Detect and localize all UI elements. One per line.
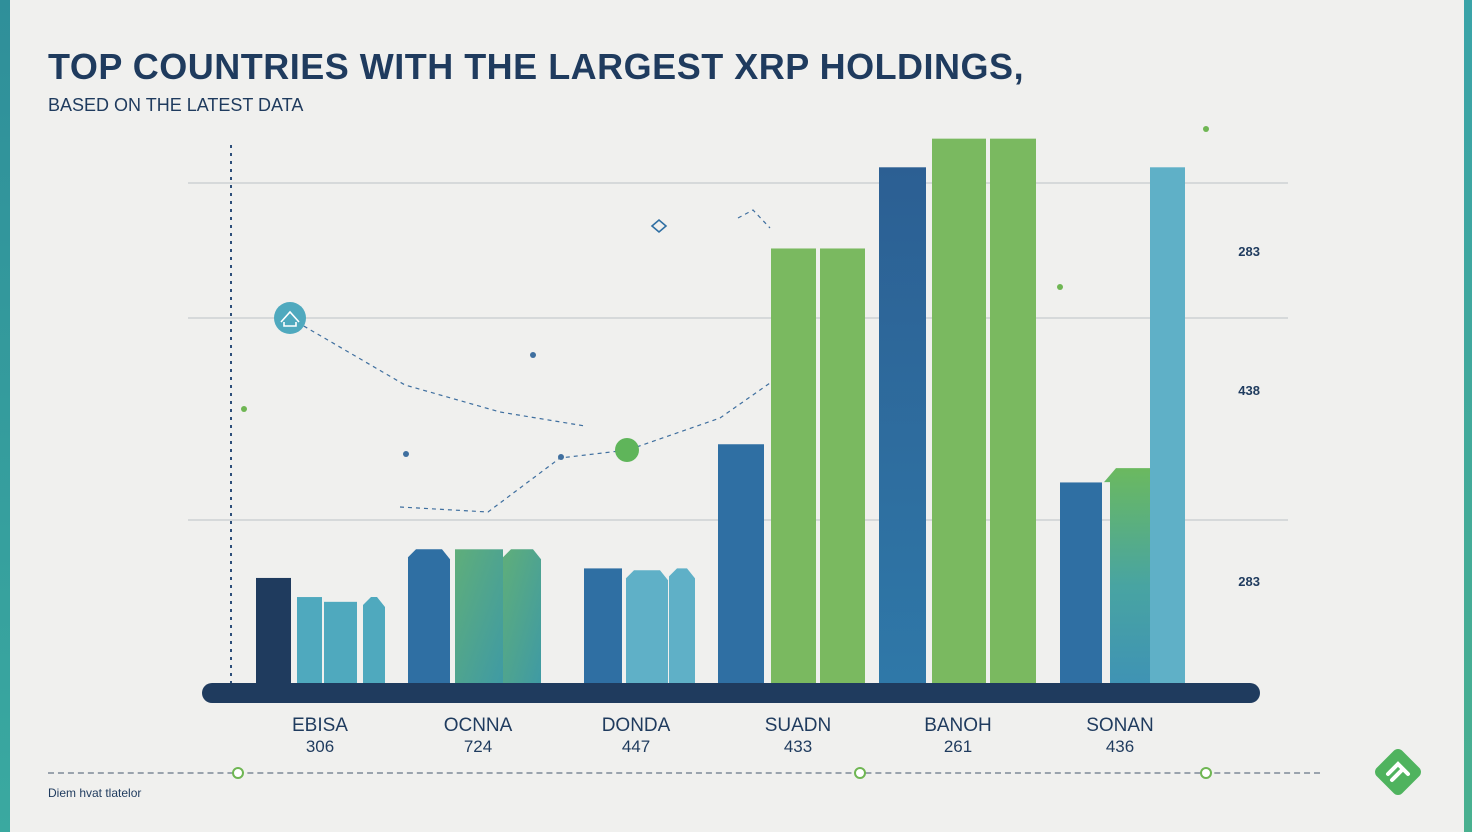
bar <box>932 138 986 683</box>
marker-dot <box>558 454 564 460</box>
bar <box>669 568 695 683</box>
marker-circle <box>615 438 639 462</box>
footer-dot <box>232 767 244 779</box>
bar <box>297 597 322 683</box>
bar <box>771 248 816 683</box>
category-label: BANOH <box>924 715 992 736</box>
bars <box>256 138 1185 684</box>
bar <box>990 138 1036 683</box>
brand-logo-icon <box>1375 749 1421 795</box>
category-label: OCNNA <box>444 715 513 736</box>
bar <box>820 248 865 683</box>
marker-dot <box>403 451 409 457</box>
category-value: 306 <box>306 737 334 756</box>
category-value: 447 <box>622 737 650 756</box>
right-tick-label: 283 <box>1238 574 1260 589</box>
bar <box>455 549 503 683</box>
trend-line <box>399 382 771 513</box>
bar <box>1150 167 1185 684</box>
right-tick-label: 438 <box>1238 383 1260 398</box>
category-value: 436 <box>1106 737 1134 756</box>
category-label: EBISA <box>292 715 348 736</box>
bar <box>718 444 764 683</box>
bar <box>503 549 541 683</box>
right-tick-label: 283 <box>1238 244 1260 259</box>
bar <box>626 570 668 683</box>
bar <box>879 167 926 684</box>
category-label: DONDA <box>602 715 671 736</box>
bar <box>324 601 357 683</box>
footer-dot <box>854 767 866 779</box>
category-value: 261 <box>944 737 972 756</box>
x-axis-baseline <box>202 683 1260 703</box>
marker-dot <box>1203 126 1209 132</box>
bar <box>363 597 385 683</box>
chart-title: TOP COUNTRIES WITH THE LARGEST XRP HOLDI… <box>48 46 1025 87</box>
trend-line <box>737 209 771 229</box>
bar <box>256 577 291 683</box>
footer-divider <box>48 772 1320 774</box>
trend-line <box>289 317 586 427</box>
category-label: SONAN <box>1086 715 1154 736</box>
category-label: SUADN <box>765 715 832 736</box>
diamond-icon <box>650 218 668 234</box>
bar <box>1104 468 1154 683</box>
category-value: 433 <box>784 737 812 756</box>
bar <box>584 568 622 683</box>
marker-dot <box>241 406 247 412</box>
home-icon <box>280 310 300 327</box>
footer-note: Diem hvat tlatelor <box>48 786 142 800</box>
footer-dot <box>1200 767 1212 779</box>
right-edge-stripe <box>1464 0 1472 832</box>
category-value: 724 <box>464 737 492 756</box>
marker-dot <box>530 352 536 358</box>
x-axis <box>202 683 1260 703</box>
chart-subtitle: BASED ON THE LATEST DATA <box>48 95 304 115</box>
bar <box>408 549 450 683</box>
marker-dot <box>1057 284 1063 290</box>
left-edge-stripe <box>0 0 10 832</box>
decorations <box>241 126 1209 513</box>
bar <box>1060 482 1102 683</box>
marker-circle <box>274 302 306 334</box>
